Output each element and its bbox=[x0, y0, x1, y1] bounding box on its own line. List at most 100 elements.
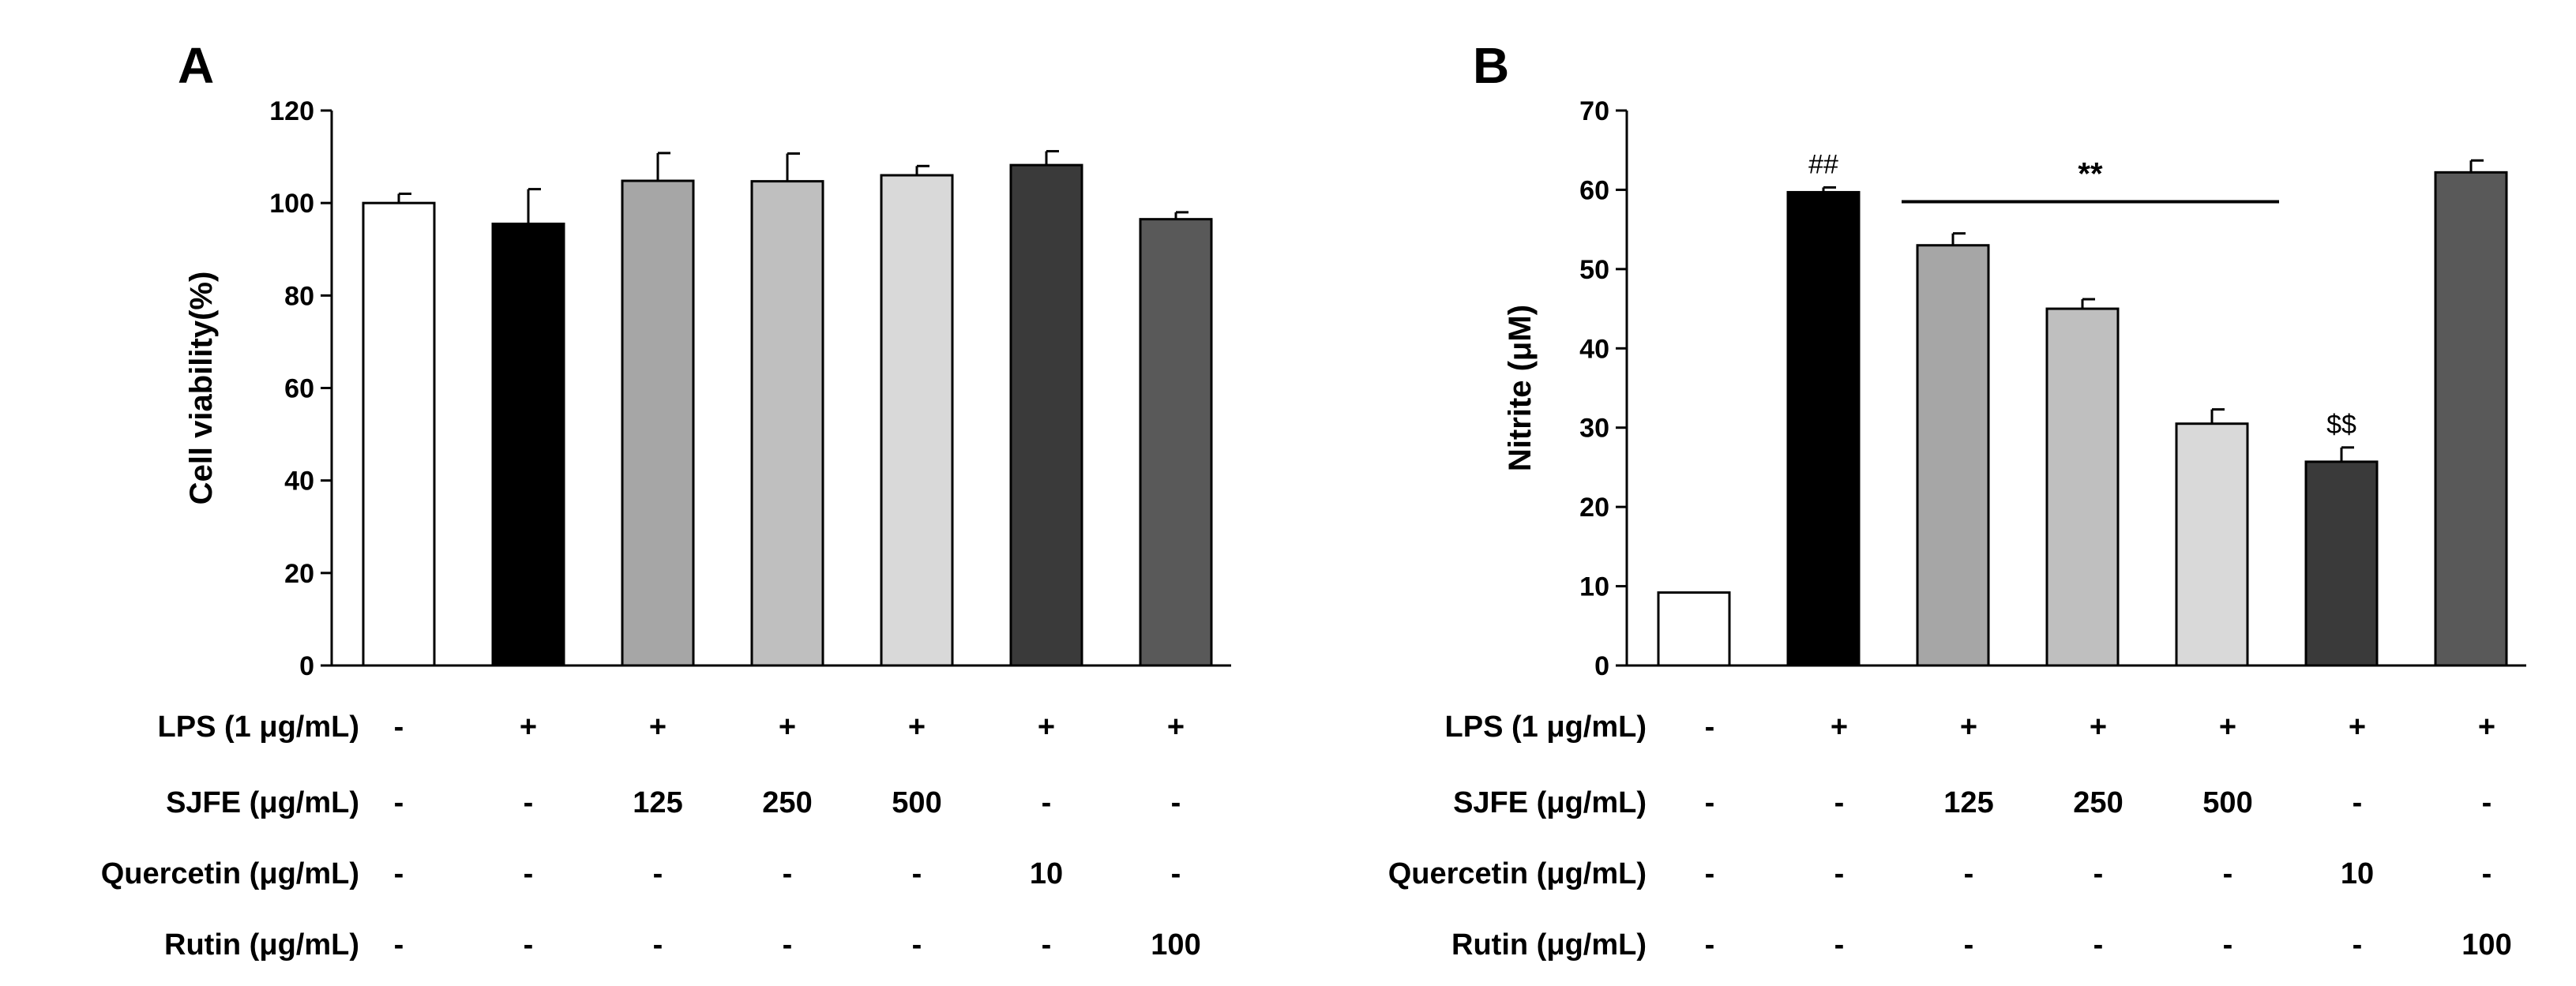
significance-annotation: ## bbox=[1808, 149, 1838, 179]
treatment-cell: - bbox=[1964, 857, 1974, 890]
y-tick-label: 20 bbox=[1579, 493, 1609, 523]
y-axis-label: Nitrite (μM) bbox=[1503, 305, 1538, 471]
treatment-cell: - bbox=[1042, 928, 1052, 962]
y-tick-label: 60 bbox=[1579, 175, 1609, 205]
treatment-cell: - bbox=[524, 857, 534, 890]
treatment-cell: + bbox=[520, 710, 537, 744]
treatment-cell: - bbox=[1042, 786, 1052, 819]
y-tick-label: 40 bbox=[1579, 334, 1609, 364]
y-tick-label: 50 bbox=[1579, 255, 1609, 285]
treatment-cell: + bbox=[2219, 710, 2236, 744]
treatment-row-label: LPS (1 μg/mL) bbox=[158, 710, 359, 744]
treatment-cell: - bbox=[653, 857, 663, 890]
treatment-cell: 250 bbox=[762, 786, 812, 819]
y-tick-label: 80 bbox=[284, 281, 314, 311]
treatment-cell: 500 bbox=[892, 786, 941, 819]
treatment-cell: + bbox=[2478, 710, 2495, 744]
treatment-cell: - bbox=[524, 786, 534, 819]
bar bbox=[621, 179, 695, 667]
treatment-cell: - bbox=[912, 857, 922, 890]
bar bbox=[1009, 163, 1083, 667]
panel-letter: A bbox=[178, 37, 214, 94]
treatment-cell: + bbox=[2090, 710, 2107, 744]
treatment-cell: 250 bbox=[2073, 786, 2123, 819]
treatment-cell: + bbox=[1038, 710, 1055, 744]
treatment-row-label: Rutin (μg/mL) bbox=[1451, 928, 1647, 962]
treatment-cell: - bbox=[653, 928, 663, 962]
significance-annotation: $$ bbox=[2326, 410, 2356, 440]
bar bbox=[2304, 460, 2379, 667]
bar bbox=[2175, 422, 2249, 667]
treatment-cell: - bbox=[783, 857, 793, 890]
y-tick-label: 20 bbox=[284, 559, 314, 589]
treatment-cell: - bbox=[394, 928, 404, 962]
bar bbox=[491, 223, 565, 667]
panel-a: A Cell viability(%) 0 20 40 60 80 100 120 LPS (1 … bbox=[101, 37, 1231, 962]
treatment-cell: - bbox=[912, 928, 922, 962]
treatment-row-label: SJFE (μg/mL) bbox=[166, 786, 359, 819]
treatment-cell: - bbox=[1834, 928, 1845, 962]
treatment-cell: - bbox=[2223, 928, 2233, 962]
bar bbox=[2434, 171, 2508, 667]
bar bbox=[750, 180, 824, 667]
bar bbox=[1916, 244, 1990, 667]
bar bbox=[880, 174, 954, 667]
treatment-cell: + bbox=[908, 710, 926, 744]
treatment-cell: 10 bbox=[2341, 857, 2374, 890]
treatment-cell: - bbox=[2353, 786, 2363, 819]
treatment-row-label: SJFE (μg/mL) bbox=[1453, 786, 1647, 819]
treatment-cell: 125 bbox=[1943, 786, 1993, 819]
treatment-cell: + bbox=[1960, 710, 1977, 744]
bar bbox=[1657, 591, 1731, 667]
treatment-cell: - bbox=[1705, 710, 1715, 744]
treatment-row-label: LPS (1 μg/mL) bbox=[1445, 710, 1647, 744]
treatment-cell: - bbox=[2093, 857, 2104, 890]
treatment-cell: - bbox=[783, 928, 793, 962]
treatment-cell: - bbox=[1705, 857, 1715, 890]
treatment-row-label: Rutin (μg/mL) bbox=[164, 928, 359, 962]
panel-b: B Nitrite (μM) 0 10 20 30 40 50 60 70 ## $$ ** LPS (1… bbox=[1388, 37, 2526, 962]
treatment-cell: - bbox=[1834, 857, 1845, 890]
y-tick-label: 100 bbox=[269, 189, 314, 219]
y-tick-label: 40 bbox=[284, 467, 314, 497]
bar bbox=[362, 201, 436, 667]
treatment-cell: - bbox=[394, 786, 404, 819]
treatment-cell: - bbox=[524, 928, 534, 962]
y-axis-label: Cell viability(%) bbox=[184, 272, 219, 505]
treatment-cell: + bbox=[1831, 710, 1848, 744]
y-tick-label: 70 bbox=[1579, 96, 1609, 126]
treatment-cell: - bbox=[1171, 786, 1181, 819]
y-tick-label: 60 bbox=[284, 374, 314, 404]
treatment-cell: - bbox=[2482, 786, 2492, 819]
bar bbox=[2045, 307, 2120, 667]
treatment-cell: + bbox=[1167, 710, 1185, 744]
bar bbox=[1786, 190, 1861, 667]
treatment-cell: - bbox=[2093, 928, 2104, 962]
significance-line-label: ** bbox=[2078, 156, 2103, 191]
treatment-cell: + bbox=[649, 710, 667, 744]
treatment-row-label: Quercetin (μg/mL) bbox=[1388, 857, 1647, 890]
treatment-cell: - bbox=[394, 710, 404, 744]
treatment-cell: - bbox=[394, 857, 404, 890]
treatment-row-label: Quercetin (μg/mL) bbox=[101, 857, 359, 890]
treatment-cell: - bbox=[2482, 857, 2492, 890]
treatment-cell: 125 bbox=[633, 786, 682, 819]
y-tick-label: 10 bbox=[1579, 572, 1609, 602]
treatment-cell: - bbox=[1964, 928, 1974, 962]
treatment-cell: 10 bbox=[1030, 857, 1063, 890]
treatment-cell: + bbox=[779, 710, 796, 744]
treatment-cell: + bbox=[2349, 710, 2366, 744]
treatment-cell: 100 bbox=[1151, 928, 1200, 962]
treatment-cell: - bbox=[1834, 786, 1845, 819]
treatment-cell: - bbox=[1705, 786, 1715, 819]
y-tick-label: 0 bbox=[299, 651, 314, 681]
treatment-cell: - bbox=[1171, 857, 1181, 890]
treatment-cell: - bbox=[2223, 857, 2233, 890]
treatment-cell: - bbox=[2353, 928, 2363, 962]
y-tick-label: 0 bbox=[1594, 651, 1609, 681]
panel-letter: B bbox=[1473, 37, 1509, 94]
y-tick-label: 30 bbox=[1579, 414, 1609, 444]
bar bbox=[1139, 218, 1213, 667]
y-tick-label: 120 bbox=[269, 96, 314, 126]
